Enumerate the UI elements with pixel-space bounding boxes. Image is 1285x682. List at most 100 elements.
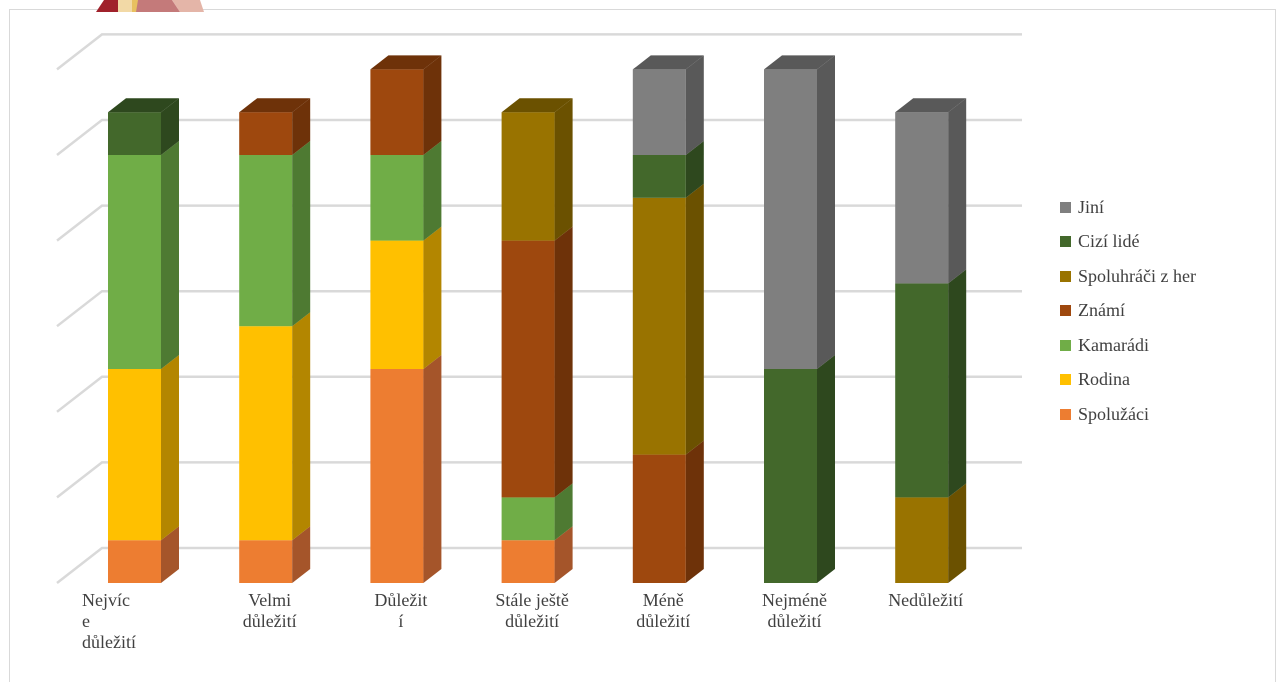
legend-label: Kamarádi — [1078, 334, 1149, 355]
bar-segment — [108, 526, 179, 583]
x-tick-label: Stále ještě důležití — [477, 590, 587, 632]
bar-segment-front — [370, 155, 424, 241]
bar-segment-side — [292, 98, 311, 155]
bar-segment-front — [895, 497, 949, 583]
bar-segment — [632, 141, 704, 198]
bar-segment — [370, 55, 442, 155]
bar-segment — [895, 269, 967, 498]
x-tick-label-line: Důležit — [374, 590, 428, 610]
bar-segment-side — [685, 440, 704, 583]
legend-item: Spolužáci — [1060, 397, 1196, 432]
bar-segment — [239, 98, 311, 155]
legend-label: Spolužáci — [1078, 403, 1149, 424]
gridline — [56, 461, 1022, 499]
gridline — [56, 546, 1022, 584]
bar-segment-side — [685, 183, 704, 455]
x-tick-label-line: Stále ještě — [495, 590, 569, 610]
legend-item: Cizí lidé — [1060, 225, 1196, 260]
bar-top-face — [108, 98, 179, 113]
gridline — [56, 204, 1022, 242]
legend-swatch — [1060, 236, 1071, 248]
bar-segment-side — [554, 526, 573, 583]
bar-segment-front — [239, 112, 293, 155]
bar-segment-front — [370, 69, 424, 155]
x-tick-label: Velmi důležití — [215, 590, 325, 632]
bar-segment-front — [632, 155, 686, 198]
bar-segment-front — [108, 540, 161, 583]
bar-segment-side — [292, 141, 311, 327]
bar-segment-front — [108, 155, 161, 369]
x-tick-label-line: e — [82, 611, 90, 631]
bar-segment-front — [764, 69, 817, 370]
legend-item: Známí — [1060, 294, 1196, 329]
bar-segment-side — [161, 355, 179, 541]
bar-segment — [239, 141, 311, 327]
bar-segment — [764, 355, 835, 583]
bar-segment — [764, 55, 835, 370]
bar-segment-side — [423, 55, 442, 155]
legend-swatch — [1060, 339, 1071, 351]
emblem-logo-fragment — [96, 0, 204, 12]
bar-segment-front — [895, 283, 949, 498]
bar-segment-side — [685, 55, 704, 155]
bar-segment-front — [501, 540, 555, 583]
bar-segment — [108, 98, 179, 155]
bar-top-face — [501, 98, 573, 113]
bar-segment-front — [501, 240, 555, 498]
bar-segment-side — [948, 269, 967, 498]
legend-label: Cizí lidé — [1078, 231, 1140, 252]
legend-item: Kamarádi — [1060, 328, 1196, 363]
bar-segment — [108, 355, 179, 541]
bar-segment-front — [239, 155, 293, 327]
x-tick-label: Důležit í — [346, 590, 456, 632]
gridline — [56, 118, 1022, 156]
legend: Jiní Cizí lidé Spoluhráči z her Známí Kamará… — [1060, 190, 1196, 432]
bar-top-face — [239, 98, 311, 113]
bar-segment-front — [239, 540, 293, 583]
x-tick-label: Nejméně důležití — [740, 590, 850, 632]
legend-swatch — [1060, 201, 1071, 213]
x-tick-label-line: důležití — [636, 611, 691, 631]
x-tick-label: Nedůležití — [871, 590, 981, 611]
bar-segment-side — [554, 98, 573, 241]
bar-segment-front — [501, 112, 555, 241]
bar-segment-front — [370, 240, 424, 369]
legend-label: Známí — [1078, 300, 1125, 321]
legend-label: Rodina — [1078, 369, 1130, 390]
bar-segment — [632, 440, 704, 583]
x-tick-label-line: důležití — [767, 611, 822, 631]
bar-segment-front — [764, 369, 817, 583]
bar-segment-front — [501, 497, 555, 541]
bar-segment — [501, 226, 573, 498]
x-tick-label-line: Nedůležití — [888, 590, 964, 610]
x-tick-label-line: Velmi — [248, 590, 292, 610]
legend-item: Jiní — [1060, 190, 1196, 225]
gridline — [56, 33, 1022, 71]
chart-frame — [9, 9, 1276, 682]
bar-segment-side — [554, 226, 573, 498]
bar-segment-front — [108, 112, 161, 155]
bar-segment-front — [632, 69, 686, 155]
bar-segment-side — [685, 141, 704, 198]
bar-segment-side — [423, 141, 442, 241]
bar-segment-side — [423, 226, 442, 369]
bar-segment — [370, 141, 442, 241]
bar-segment-front — [895, 112, 949, 284]
gridline — [56, 375, 1022, 413]
bar-segment — [239, 526, 311, 583]
x-tick-label-line: důležití — [242, 611, 297, 631]
legend-label: Spoluhráči z her — [1078, 265, 1196, 286]
x-tick-label: Méně důležití — [608, 590, 718, 632]
bar-segment-front — [108, 369, 161, 541]
bar-segment-side — [948, 98, 967, 284]
x-tick-label-line: důležití — [82, 632, 136, 652]
bar-segment-side — [161, 141, 179, 369]
gridline — [56, 289, 1022, 328]
bar-segment — [108, 141, 179, 369]
x-tick-label-line: í — [398, 611, 404, 631]
x-tick-label-line: Nejméně — [762, 590, 827, 610]
bar-segment — [895, 98, 967, 284]
bar-segment-side — [948, 483, 967, 583]
bar-top-face — [895, 98, 967, 113]
